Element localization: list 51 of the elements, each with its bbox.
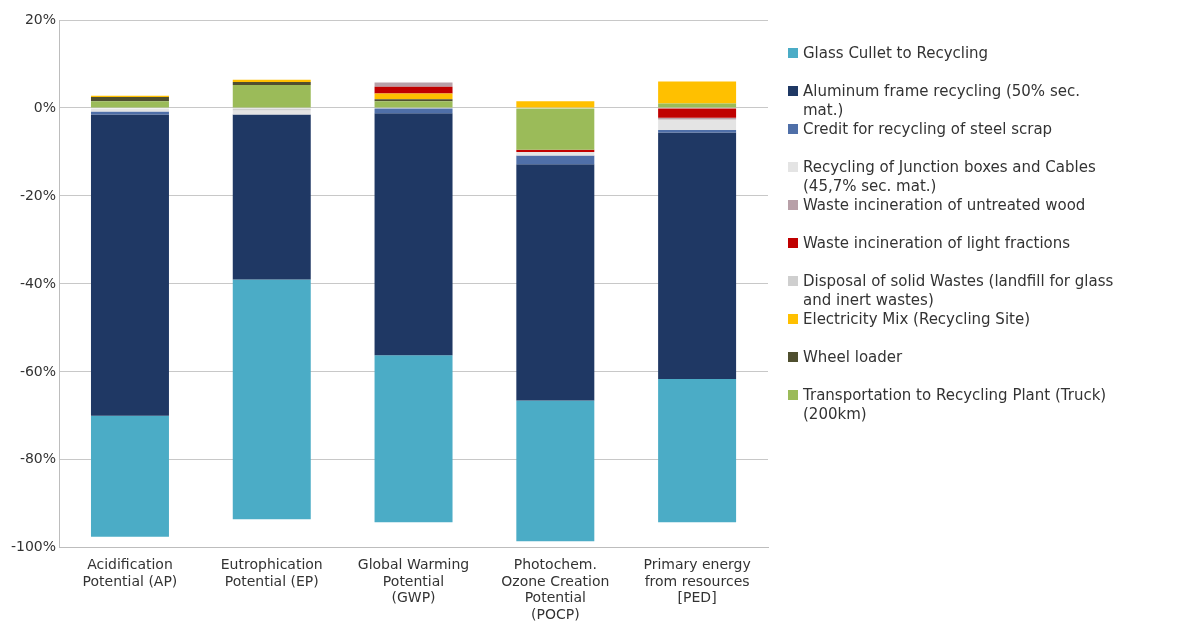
bar bbox=[374, 355, 453, 523]
legend-label: Credit for recycling of steel scrap bbox=[803, 120, 1053, 139]
bar bbox=[516, 149, 595, 152]
bar bbox=[516, 101, 595, 108]
bar bbox=[232, 110, 311, 115]
bar bbox=[658, 132, 737, 379]
legend-label: Electricity Mix (Recycling Site) bbox=[803, 310, 1031, 329]
bar bbox=[232, 82, 311, 86]
bar bbox=[374, 99, 453, 102]
bar bbox=[374, 86, 453, 94]
bar bbox=[374, 82, 453, 87]
x-tick-label: Primary energy from resources [PED] bbox=[643, 555, 751, 606]
bar bbox=[90, 415, 169, 537]
x-tick-label: Eutrophication Potential (EP) bbox=[220, 555, 323, 589]
y-tick-label: -40% bbox=[19, 274, 57, 291]
x-tick-label: Acidification Potential (AP) bbox=[82, 555, 178, 589]
bar bbox=[516, 108, 595, 150]
bar bbox=[516, 400, 595, 542]
legend-label: Waste incineration of light fractions bbox=[803, 234, 1071, 253]
bar bbox=[516, 155, 595, 165]
bar bbox=[658, 108, 737, 118]
legend-label: Aluminum frame recycling (50% sec. mat.) bbox=[803, 82, 1081, 120]
bar bbox=[374, 101, 453, 108]
legend-label: Wheel loader bbox=[803, 348, 903, 367]
legend-label: Glass Cullet to Recycling bbox=[803, 44, 989, 63]
y-tick-label: -80% bbox=[19, 450, 57, 467]
bar bbox=[232, 114, 311, 280]
legend-label: Transportation to Recycling Plant (Truck) (200km) bbox=[803, 386, 1108, 424]
bar bbox=[90, 101, 169, 108]
bar bbox=[232, 85, 311, 108]
bar bbox=[658, 378, 737, 523]
legend-label: Waste incineration of untreated wood bbox=[803, 196, 1086, 215]
legend-label: Recycling of Junction boxes and Cables (45,7% sec. mat.) bbox=[803, 158, 1097, 196]
y-tick-label: -100% bbox=[11, 538, 57, 555]
y-tick-label: -60% bbox=[19, 362, 57, 379]
y-tick-label: 0% bbox=[33, 98, 57, 115]
bar bbox=[374, 93, 453, 100]
y-tick-label: -20% bbox=[19, 186, 57, 203]
bar bbox=[658, 129, 737, 133]
bar bbox=[374, 113, 453, 356]
bar bbox=[232, 279, 311, 520]
bar bbox=[90, 96, 169, 102]
x-tick-label: Photochem. Ozone Creation Potential (POCP) bbox=[501, 555, 610, 623]
bar bbox=[658, 81, 737, 104]
bar bbox=[90, 114, 169, 416]
x-tick-label: Global Warming Potential (GWP) bbox=[357, 555, 470, 606]
bar bbox=[658, 119, 737, 130]
y-tick-label: 20% bbox=[24, 10, 57, 27]
bar bbox=[374, 108, 453, 114]
bar bbox=[516, 164, 595, 401]
legend-label: Disposal of solid Wastes (landfill for glass and inert wastes) bbox=[803, 272, 1115, 310]
